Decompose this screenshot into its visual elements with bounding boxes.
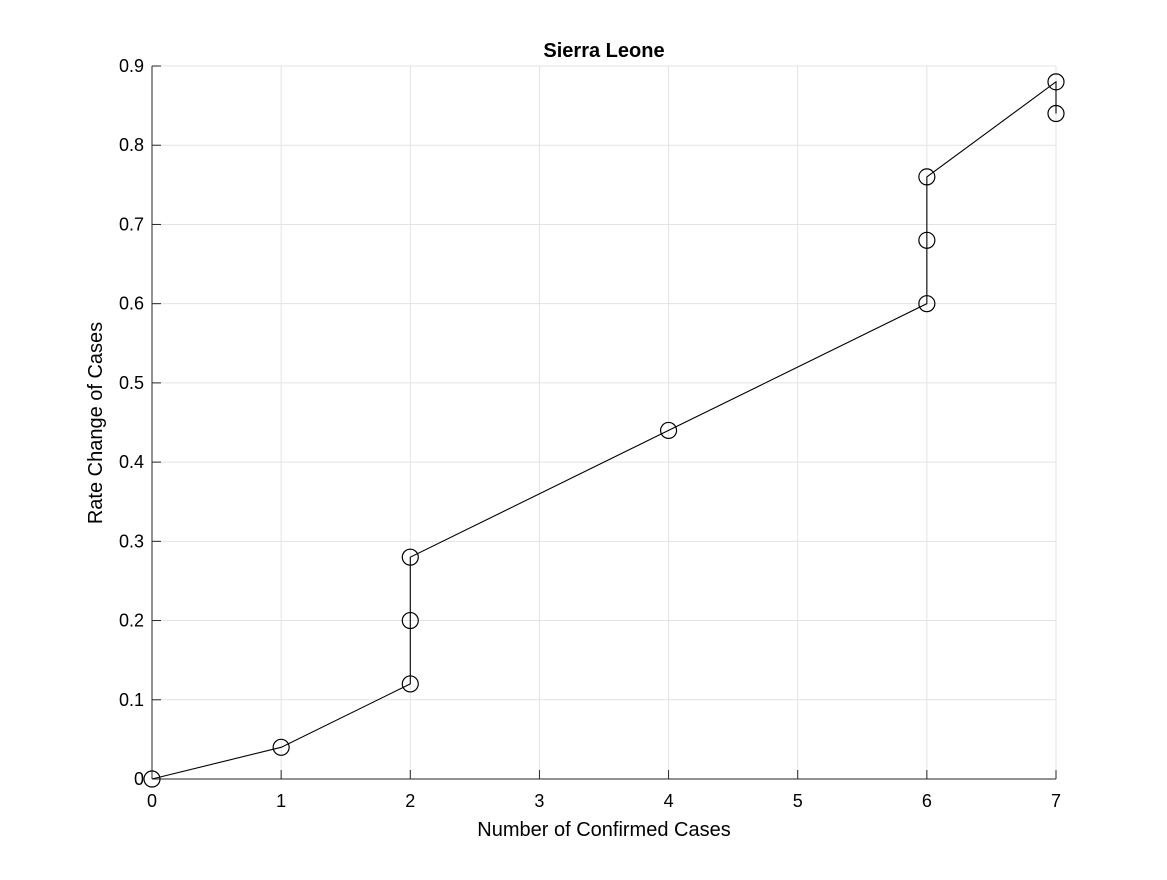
x-axis-label: Number of Confirmed Cases bbox=[477, 819, 730, 841]
y-tick-label: 0.2 bbox=[119, 611, 144, 631]
chart-title: Sierra Leone bbox=[543, 40, 664, 62]
y-tick-label: 0.8 bbox=[119, 135, 144, 155]
y-tick-label: 0.9 bbox=[119, 56, 144, 76]
x-tick-label: 5 bbox=[793, 791, 803, 811]
data-point-marker bbox=[1047, 104, 1065, 123]
y-tick-label: 0.4 bbox=[119, 452, 144, 472]
x-tick-label: 6 bbox=[922, 791, 932, 811]
x-tick-label: 0 bbox=[147, 791, 157, 811]
y-tick-label: 0.7 bbox=[119, 214, 144, 234]
x-tick-labels: 0 1 2 3 4 5 6 7 bbox=[147, 791, 1061, 811]
axes bbox=[151, 66, 1056, 780]
x-tick-label: 1 bbox=[276, 791, 286, 811]
y-tick-label: 0.5 bbox=[119, 373, 144, 393]
series-line bbox=[151, 80, 1057, 780]
x-tick-label: 7 bbox=[1051, 791, 1061, 811]
data-point-marker bbox=[272, 738, 290, 756]
y-tick-label: 0.3 bbox=[119, 531, 144, 551]
y-axis-label: Rate Change of Cases bbox=[85, 322, 107, 524]
y-tick-label: 0.1 bbox=[119, 690, 144, 710]
x-tick-label: 2 bbox=[405, 791, 415, 811]
data-point-marker bbox=[401, 611, 419, 630]
y-tick-label: 0 bbox=[134, 769, 144, 789]
x-tick-label: 3 bbox=[534, 791, 544, 811]
data-point-marker bbox=[659, 421, 678, 440]
x-tick-label: 4 bbox=[664, 791, 674, 811]
data-point-marker bbox=[918, 231, 936, 249]
data-point-marker bbox=[1047, 73, 1065, 91]
data-point-marker bbox=[401, 675, 419, 693]
data-point-marker bbox=[918, 168, 936, 186]
data-point-marker bbox=[143, 770, 161, 788]
y-tick-labels: 0 0.1 0.2 0.3 0.4 0.5 0.6 0.7 0.8 0.9 bbox=[119, 56, 144, 789]
data-point-marker bbox=[918, 295, 936, 313]
data-series bbox=[143, 73, 1065, 788]
y-tick-label: 0.6 bbox=[119, 294, 144, 314]
data-point-marker bbox=[401, 548, 419, 566]
